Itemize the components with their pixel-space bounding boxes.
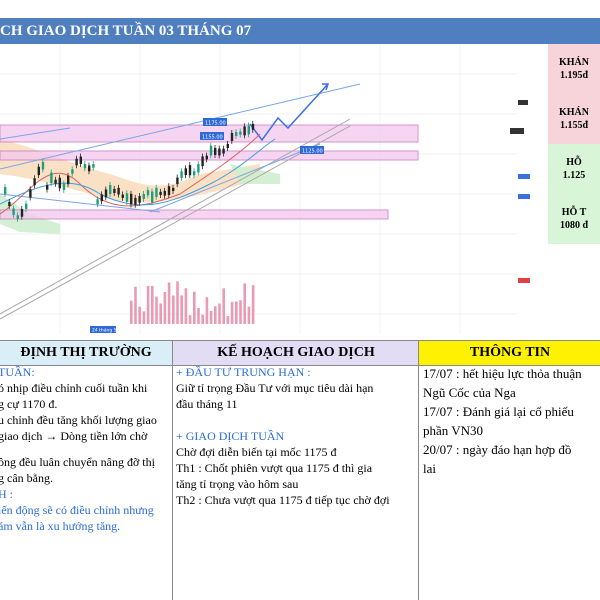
date-tag: 24 tháng 5 [90, 326, 117, 334]
key-levels-panel: KHÁN 1.195đ KHÁN 1.155đ HỖ 1.125 HỖ T 10… [548, 44, 600, 340]
support-1-value: 1.125 [562, 170, 586, 181]
plan-line: Chờ đợi diễn biến tại mốc 1175 đ [176, 445, 337, 459]
header-market: ĐỊNH THỊ TRƯỜNG [0, 340, 172, 366]
info-line: Ngũ Cốc của Nga [423, 385, 516, 400]
market-line: iến động sẽ có điều chỉnh nhưng [0, 503, 154, 517]
resistance-2-value: 1.155đ [559, 120, 589, 131]
info-line: 17/07 : Đánh giá lại cổ phiếu [423, 404, 574, 419]
market-line: ó nhịp điều chỉnh cuối tuần khi [0, 381, 148, 395]
support-1-label: HỖ [566, 157, 582, 168]
price-tag-1155-text: 1155.00 [202, 135, 223, 141]
plan-column: + ĐẦU TƯ TRUNG HẠN : Giữ tỉ trọng Đầu Tư… [172, 364, 418, 600]
support-level-1: HỖ 1.125 [548, 144, 600, 194]
info-line: 20/07 : ngày đáo hạn hợp đồ [423, 442, 572, 457]
plan-line: Th1 : Chốt phiên vượt qua 1175 đ thì gia [176, 461, 373, 475]
resistance-2-label: KHÁN [559, 107, 589, 118]
market-line: ăm vẫn là xu hướng tăng. [0, 519, 121, 533]
plan-line: Th2 : Chưa vượt qua 1175 đ tiếp tục chờ … [176, 493, 390, 507]
resistance-1-label: KHÁN [559, 57, 589, 68]
info-line: lai [423, 461, 436, 476]
market-column: TUẦN: ó nhịp điều chỉnh cuối tuần khi g … [0, 364, 172, 600]
support-2-label: HỖ T [561, 207, 587, 218]
info-line: 17/07 : hết hiệu lực thỏa thuận [423, 366, 582, 381]
info-line: phần VN30 [423, 423, 484, 438]
support-level-2: HỖ T 1080 đ [548, 194, 600, 244]
market-line: g cân bằng. [0, 471, 53, 485]
price-tag-1175-text: 1175.00 [205, 121, 226, 127]
chart-canvas: 1175.00 1155.00 1125.00 24 tháng 5 [0, 44, 530, 334]
header-info: THÔNG TIN [418, 340, 600, 366]
price-tag-1175: 1175.00 [203, 118, 227, 127]
title-bar: CH GIAO DỊCH TUẦN 03 THÁNG 07 [0, 18, 600, 44]
support-2-value: 1080 đ [559, 220, 589, 231]
plan-line: Giữ tỉ trọng Đầu Tư với mục tiêu dài hạn [176, 381, 374, 395]
market-line: u chỉnh đều tăng khối lượng giao [0, 413, 157, 427]
resistance-1-value: 1.195đ [559, 70, 589, 81]
resistance-level-2: KHÁN 1.155đ [548, 94, 600, 144]
market-heading-2: H : [0, 487, 13, 501]
plan-line: tăng tỉ trọng vào hôm sau [176, 477, 299, 491]
market-heading-week: TUẦN: [0, 365, 35, 379]
price-tag-1125-text: 1125.00 [302, 149, 323, 155]
price-tag-1155: 1155.00 [200, 132, 224, 141]
page-title: CH GIAO DỊCH TUẦN 03 THÁNG 07 [0, 23, 252, 39]
market-line: giao dịch → Dòng tiền lớn chờ [0, 429, 148, 443]
plan-long-heading: + ĐẦU TƯ TRUNG HẠN : [176, 365, 311, 379]
market-line: g cự 1170 đ. [0, 397, 58, 411]
resistance-level-1: KHÁN 1.195đ [548, 44, 600, 94]
price-chart: 1175.00 1155.00 1125.00 24 tháng 5 [0, 44, 548, 334]
plan-line: đầu tháng 11 [176, 397, 238, 411]
price-tag-1125: 1125.00 [300, 146, 324, 155]
header-plan: KẾ HOẠCH GIAO DỊCH [172, 340, 419, 366]
date-tag-text: 24 tháng 5 [92, 327, 117, 334]
info-column: 17/07 : hết hiệu lực thỏa thuận Ngũ Cốc … [418, 364, 600, 600]
plan-week-heading: + GIAO DỊCH TUẦN [176, 429, 285, 443]
market-line: ông đều luân chuyển nâng đỡ thị [0, 455, 155, 469]
